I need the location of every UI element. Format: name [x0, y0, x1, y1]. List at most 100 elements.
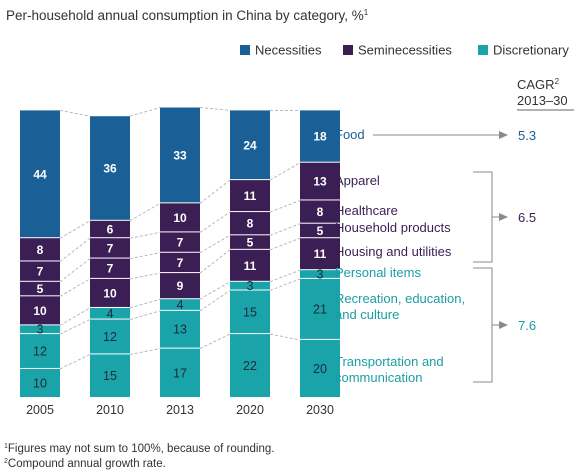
- value-label-food-2013: 33: [173, 148, 187, 162]
- connector-food-1: [129, 107, 161, 117]
- legend: Necessities Seminecessities Discretionary: [240, 43, 569, 58]
- bar-segment-healthcare-2013: [160, 232, 200, 252]
- connector-housing-and-utilities-1: [129, 272, 161, 280]
- legend-label-necessities: Necessities: [255, 43, 322, 58]
- value-label-recreation-education-and-culture-2013: 13: [173, 323, 187, 337]
- connector-transportation-and-communication-1: [129, 348, 161, 355]
- x-tick-2020: 2020: [236, 403, 264, 417]
- connector-recreation-education-and-culture-0: [59, 319, 91, 335]
- connector-food-0: [59, 109, 91, 117]
- series-label-transportation-and-communication: Transportation and communication: [335, 354, 444, 385]
- footnotes: 1Figures may not sum to 100%, because of…: [4, 443, 274, 470]
- value-label-apparel-2005: 8: [37, 243, 44, 257]
- bar-segment-personal-items-2030: [300, 270, 340, 278]
- series-label-recreation-education-and-culture: Recreation, education, and culture: [335, 291, 465, 322]
- connector-housing-and-utilities-0: [59, 278, 91, 297]
- value-label-apparel-2020: 11: [244, 189, 257, 203]
- connector-apparel-0: [59, 220, 91, 239]
- value-label-personal-items-2013: 4: [177, 298, 184, 312]
- connector-personal-items-2: [199, 281, 231, 300]
- bar-segment-healthcare-2010: [90, 238, 130, 258]
- value-label-transportation-and-communication-2005: 10: [33, 376, 47, 390]
- value-label-housing-and-utilities-2010: 10: [103, 286, 117, 300]
- connector-personal-items-1: [129, 298, 161, 309]
- series-label-personal-items: Personal items: [335, 265, 421, 280]
- value-label-apparel-2013: 10: [173, 211, 187, 225]
- chart-title: Per-household annual consumption in Chin…: [6, 8, 369, 23]
- cagr-bracket-discretionary: [473, 267, 493, 383]
- x-tick-2030: 2030: [306, 403, 334, 417]
- value-label-recreation-education-and-culture-2030: 21: [313, 302, 327, 316]
- bar-segment-apparel-2010: [90, 220, 130, 238]
- value-label-personal-items-2005: 3: [37, 323, 44, 337]
- bar-segment-household-products-2005: [20, 281, 60, 296]
- footnote-2: 2Compound annual growth rate.: [4, 458, 166, 470]
- bar-segment-food-2005: [20, 110, 60, 238]
- value-label-household-products-2013: 7: [177, 256, 184, 270]
- connector-apparel-1: [129, 202, 161, 222]
- bar-segment-housing-and-utilities-2030: [300, 238, 340, 270]
- bar-segment-food-2013: [160, 107, 200, 203]
- bar-segment-transportation-and-communication-2013: [160, 348, 200, 397]
- bar-segment-food-2010: [90, 116, 130, 220]
- value-label-personal-items-2020: 3: [247, 279, 254, 293]
- series-label-food: Food: [335, 127, 365, 142]
- series-label-healthcare: Healthcare: [335, 203, 398, 218]
- connector-healthcare-2: [199, 211, 231, 233]
- x-tick-2005: 2005: [26, 403, 54, 417]
- connector-healthcare-1: [129, 231, 161, 239]
- value-label-housing-and-utilities-2005: 10: [33, 304, 47, 318]
- bar-segment-apparel-2013: [160, 203, 200, 232]
- bars: 1012310578441512410776361713497710332215…: [20, 107, 340, 397]
- x-tick-2013: 2013: [166, 403, 194, 417]
- bar-segment-food-2030: [300, 110, 340, 162]
- value-label-housing-and-utilities-2020: 11: [244, 259, 257, 273]
- value-label-healthcare-2010: 7: [107, 241, 114, 255]
- cagr-header-period: 2013–30: [517, 93, 568, 108]
- value-label-housing-and-utilities-2013: 9: [177, 279, 184, 293]
- value-label-apparel-2030: 13: [313, 175, 327, 189]
- legend-label-discretionary: Discretionary: [493, 43, 569, 58]
- value-label-recreation-education-and-culture-2005: 12: [33, 345, 47, 359]
- legend-swatch-necessities: [240, 45, 250, 55]
- connector-apparel-3: [269, 162, 301, 181]
- value-label-household-products-2030: 5: [317, 224, 324, 238]
- legend-swatch-discretionary: [478, 45, 488, 55]
- bar-segment-healthcare-2030: [300, 200, 340, 223]
- x-tick-2010: 2010: [96, 403, 124, 417]
- connector-lines: [59, 107, 301, 370]
- bar-segment-apparel-2020: [230, 180, 270, 212]
- bar-segment-recreation-education-and-culture-2010: [90, 319, 130, 354]
- bar-segment-personal-items-2013: [160, 299, 200, 310]
- connector-food-2: [199, 107, 231, 111]
- bar-segment-housing-and-utilities-2005: [20, 296, 60, 325]
- bar-segment-food-2020: [230, 110, 270, 180]
- bar-segment-housing-and-utilities-2020: [230, 249, 270, 281]
- footnote-1: 1Figures may not sum to 100%, because of…: [4, 443, 274, 455]
- bar-segment-apparel-2005: [20, 238, 60, 261]
- bar-segment-household-products-2020: [230, 235, 270, 249]
- connector-healthcare-3: [269, 200, 301, 213]
- connector-recreation-education-and-culture-1: [129, 310, 161, 320]
- series-label-household-products: Household products: [335, 220, 451, 235]
- series-label-housing-and-utilities: Housing and utilities: [335, 244, 452, 259]
- connector-personal-items-0: [59, 307, 91, 326]
- value-label-healthcare-2005: 7: [37, 265, 44, 279]
- cagr-value-food: 5.3: [518, 128, 536, 143]
- bar-segment-personal-items-2020: [230, 281, 270, 290]
- bar-segment-healthcare-2005: [20, 261, 60, 281]
- value-label-recreation-education-and-culture-2010: 12: [103, 330, 117, 344]
- connector-recreation-education-and-culture-2: [199, 290, 231, 312]
- cagr-value-seminecessities: 6.5: [518, 210, 536, 225]
- legend-label-seminecessities: Seminecessities: [358, 43, 452, 58]
- legend-swatch-seminecessities: [343, 45, 353, 55]
- connector-housing-and-utilities-3: [269, 237, 301, 251]
- bar-segment-personal-items-2005: [20, 325, 60, 334]
- value-label-food-2030: 18: [313, 130, 327, 144]
- cagr-bracket-seminecessities: [473, 171, 493, 263]
- value-label-transportation-and-communication-2020: 22: [243, 359, 257, 373]
- value-label-personal-items-2030: 3: [317, 268, 324, 282]
- series-label-apparel: Apparel: [335, 173, 380, 188]
- bar-segment-recreation-education-and-culture-2020: [230, 290, 270, 334]
